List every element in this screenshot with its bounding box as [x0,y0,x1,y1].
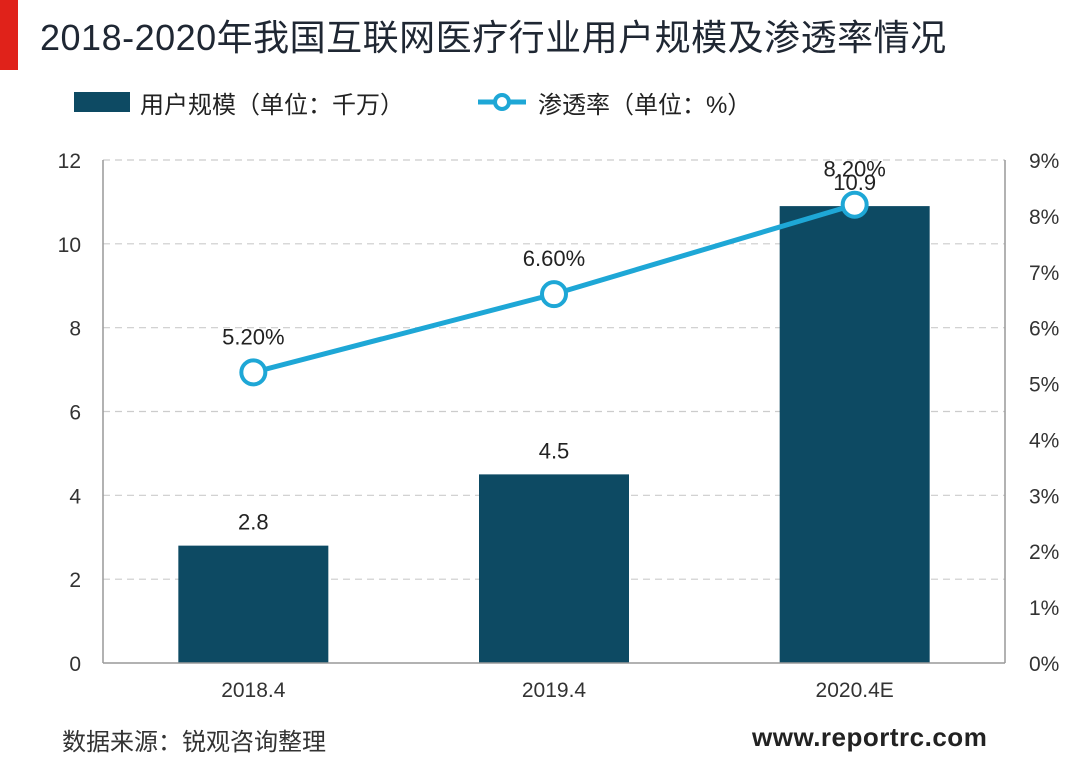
legend-item-line: 渗透率（单位：%） [476,85,751,120]
y-left-tick-label: 6 [69,402,81,425]
y-left-tick-label: 2 [69,569,81,592]
website-link[interactable]: www.reportrc.com [752,722,988,752]
legend-bar-swatch [74,92,130,112]
y-right-tick-label: 9% [1029,150,1059,173]
chart-title: 2018-2020年我国互联网医疗行业用户规模及渗透率情况 [40,17,947,58]
y-left-tick-label: 8 [69,318,81,341]
line-point [840,190,869,219]
bar-data-label: 2.8 [238,510,269,535]
bar [479,474,629,663]
legend-line-swatch [478,93,526,111]
bar [178,545,329,663]
y-right-tick-label: 5% [1029,374,1059,397]
x-tick-label: 2018.4 [221,679,286,702]
bar [779,206,930,663]
y-right-tick-label: 6% [1029,318,1059,341]
line-data-label: 6.60% [523,246,585,271]
y-left-tick-label: 4 [69,485,81,508]
legend: 用户规模（单位：千万） 渗透率（单位：%） [74,82,823,122]
y-left-tick-label: 0 [69,653,81,676]
line-data-label: 5.20% [222,324,284,349]
legend-item-bars: 用户规模（单位：千万） [74,85,404,120]
y-right-tick-label: 2% [1029,541,1059,564]
title-accent-bar [0,0,18,70]
bar-data-label: 4.5 [539,438,570,463]
y-left-tick-label: 10 [58,234,81,257]
data-source: 数据来源：锐观咨询整理 [62,729,326,756]
y-right-tick-label: 7% [1029,262,1059,285]
line-data-label: 8.20% [823,157,885,182]
line-point [239,358,268,387]
y-right-tick-label: 4% [1029,429,1059,452]
line-point [540,280,568,309]
y-right-tick-label: 8% [1029,206,1059,229]
x-tick-label: 2020.4E [816,679,894,702]
legend-bar-label: 用户规模（单位：千万） [140,91,404,119]
y-left-tick-label: 12 [58,150,81,173]
x-tick-label: 2019.4 [522,679,587,702]
legend-line-label: 渗透率（单位：%） [538,91,752,119]
y-right-tick-label: 1% [1029,597,1059,620]
y-right-tick-label: 0% [1029,653,1059,676]
y-right-tick-label: 3% [1029,485,1059,508]
